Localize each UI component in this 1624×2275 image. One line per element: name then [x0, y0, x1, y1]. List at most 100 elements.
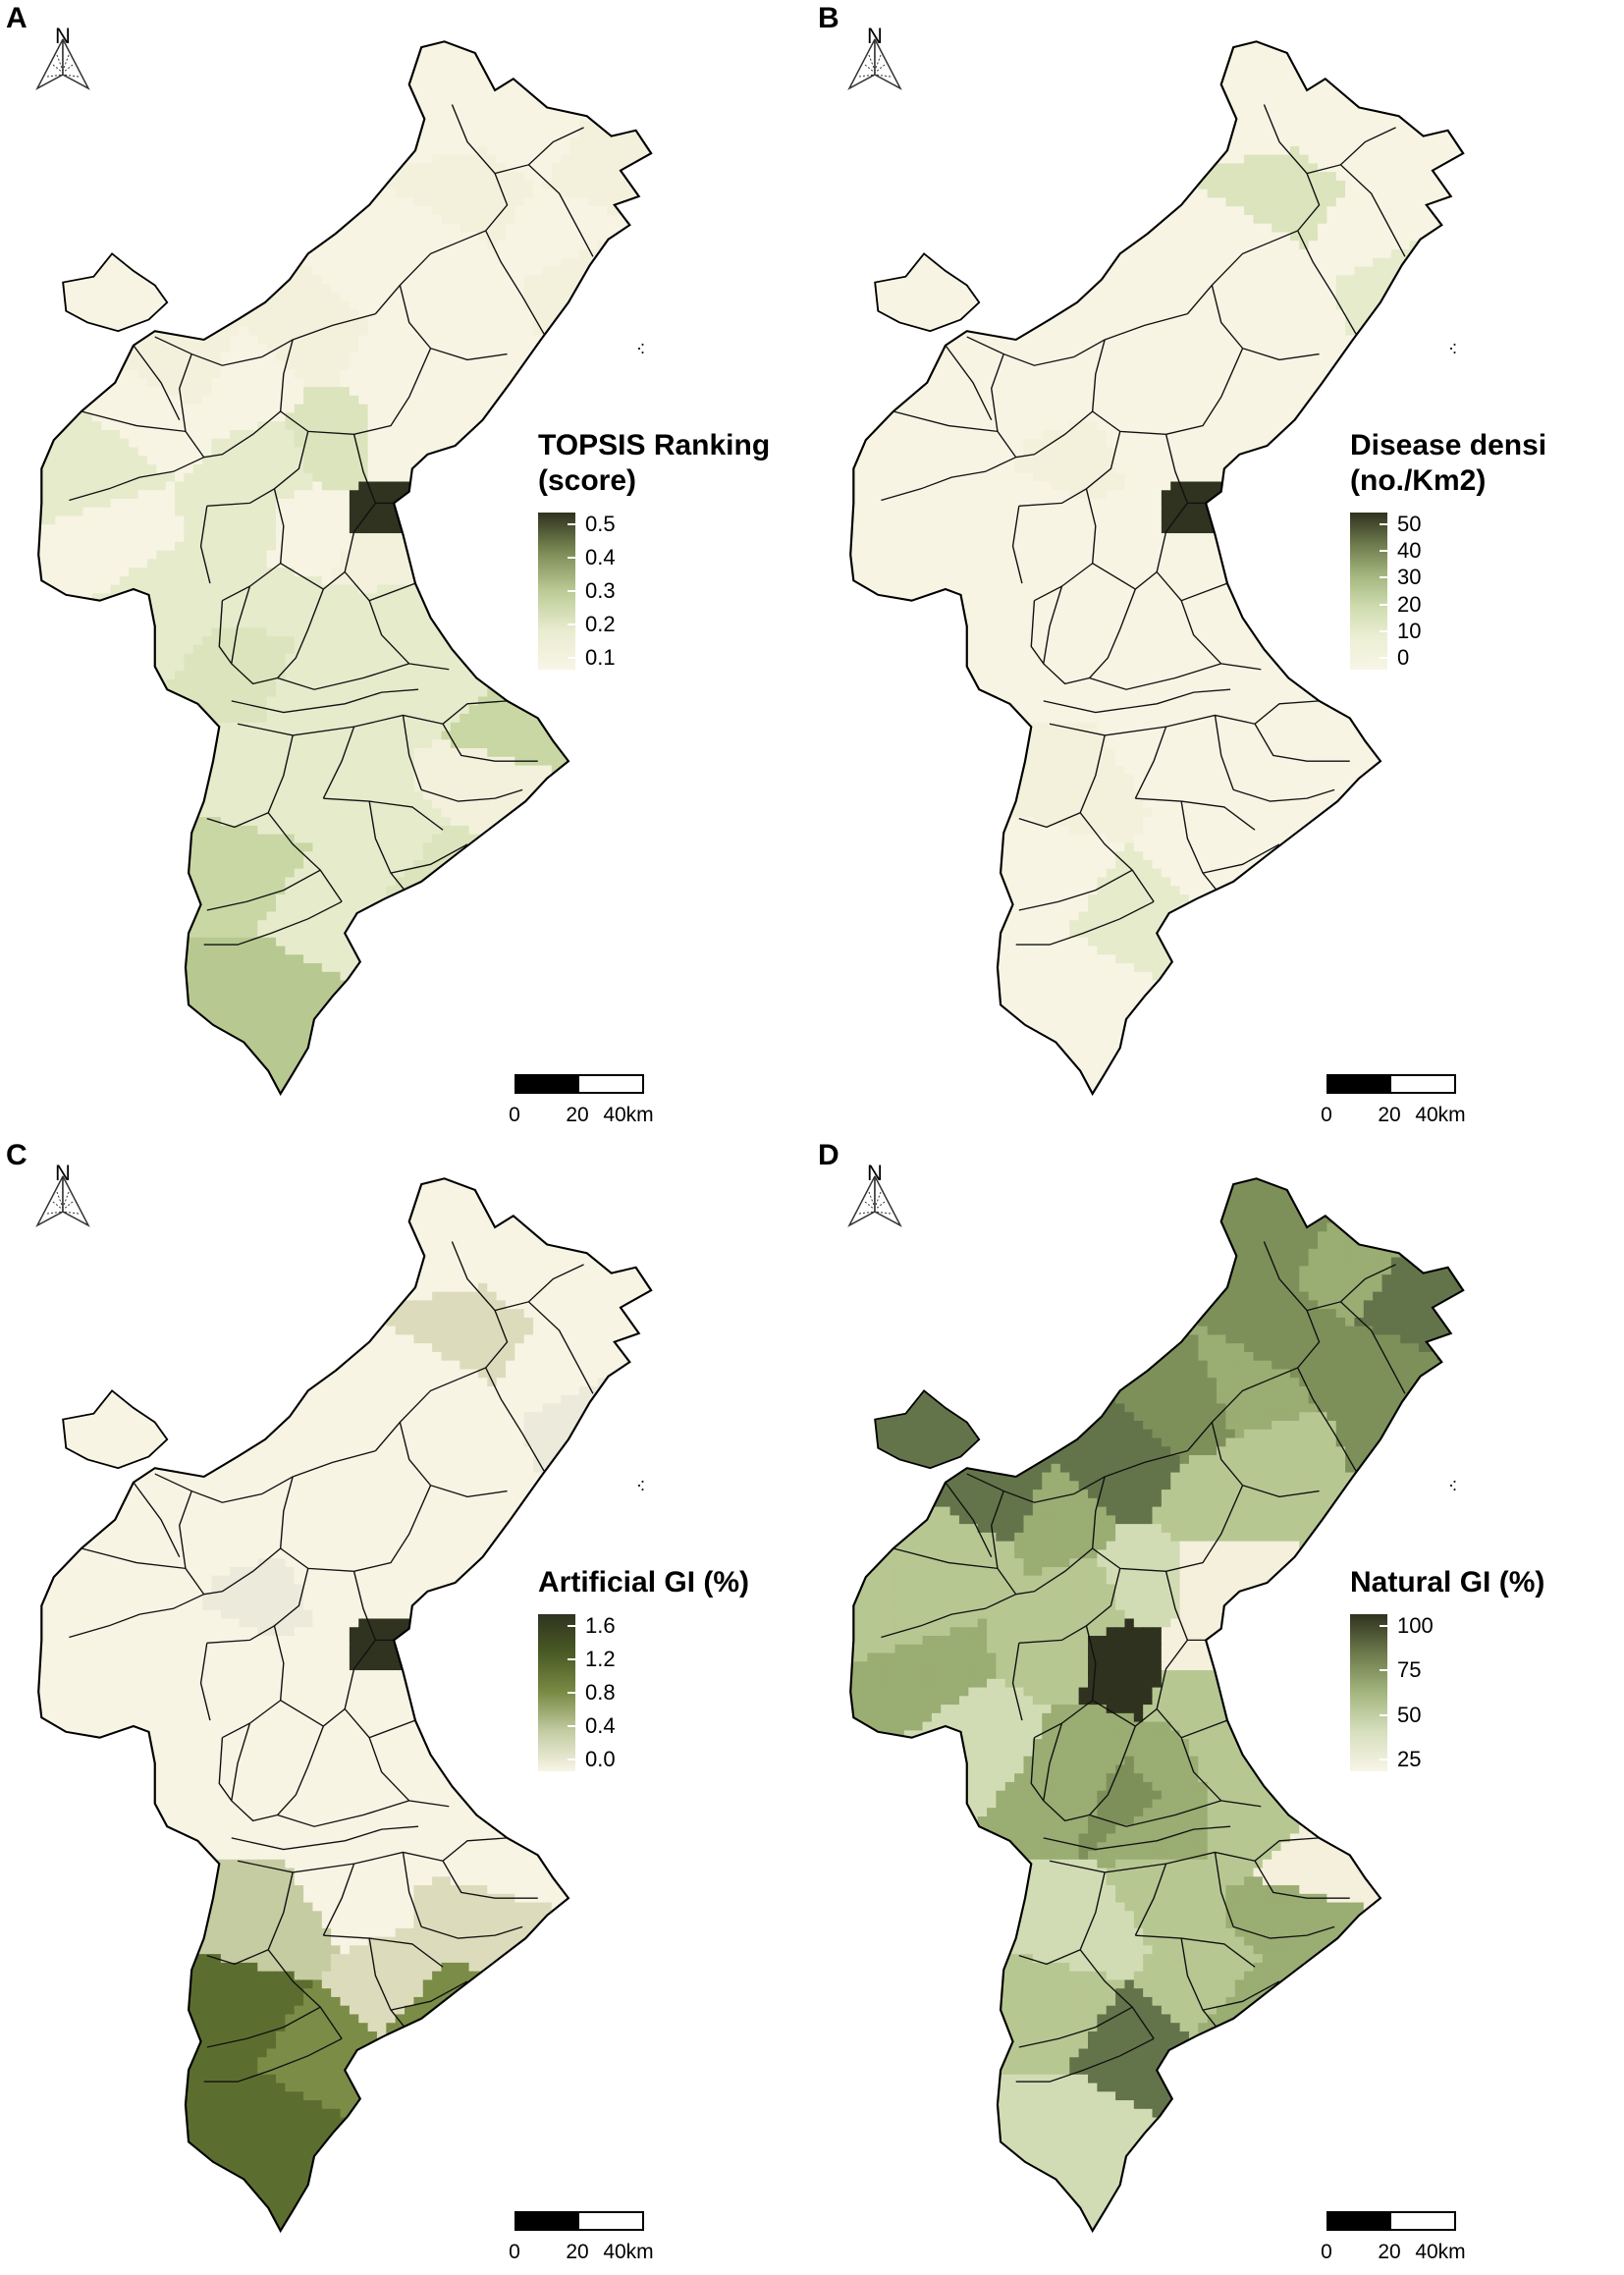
region-cell-20	[211, 568, 222, 577]
region-cell-1	[533, 85, 544, 96]
region-cell-13	[82, 421, 93, 431]
region-cell-13	[46, 490, 57, 500]
region-cell-14	[101, 137, 112, 147]
region-cell-27	[257, 627, 268, 638]
region-cell-19	[64, 515, 76, 526]
region-cell-13	[129, 447, 139, 458]
region-cell-14	[55, 180, 66, 190]
region-cell-7	[303, 154, 314, 165]
region-cell-0	[202, 60, 213, 70]
region-cell-8	[294, 292, 305, 302]
region-cell-3	[468, 223, 479, 234]
region-cell-13	[82, 438, 93, 449]
region-cell-0	[101, 51, 112, 62]
region-cell-11	[230, 412, 241, 423]
region-cell-23	[303, 593, 314, 604]
region-cell-16	[303, 412, 314, 423]
region-cell-0	[405, 26, 414, 35]
region-cell-8	[202, 214, 213, 225]
region-cell-21	[276, 499, 287, 509]
region-cell-0	[221, 26, 231, 35]
region-cell-1	[569, 77, 580, 87]
region-cell-12	[55, 369, 66, 380]
region-cell-16	[312, 387, 323, 397]
region-cell-23	[312, 602, 323, 612]
region-cell-29	[506, 627, 516, 638]
region-cell-7	[220, 163, 232, 174]
region-cell-9	[460, 300, 470, 311]
region-cell-0	[422, 85, 434, 96]
region-cell-14	[46, 206, 57, 216]
region-cell-9	[561, 412, 571, 423]
region-cell-31	[432, 490, 443, 500]
region-cell-31	[514, 499, 525, 509]
region-cell-6	[597, 300, 608, 311]
region-cell-7	[165, 137, 176, 147]
region-cell-25	[523, 593, 535, 604]
region-cell-4	[386, 206, 397, 216]
region-cell-11	[247, 404, 259, 414]
region-cell-8	[220, 257, 232, 268]
region-cell-22	[386, 559, 397, 569]
region-cell-13	[55, 387, 66, 397]
region-cell-21	[285, 524, 296, 534]
region-cell-1	[606, 51, 618, 62]
region-cell-8	[312, 369, 323, 380]
region-cell-14	[27, 163, 37, 173]
region-cell-14	[55, 318, 66, 328]
region-cell-19	[38, 541, 47, 552]
region-cell-8	[230, 214, 241, 225]
region-cell-6	[569, 309, 580, 319]
region-cell-3	[506, 172, 516, 182]
region-cell-21	[294, 515, 305, 526]
region-cell-17	[523, 438, 535, 449]
region-cell-15	[276, 447, 287, 458]
region-cell-0	[184, 51, 194, 62]
region-cell-2	[653, 60, 663, 70]
region-cell-19	[64, 602, 76, 612]
region-cell-14	[82, 137, 93, 147]
region-cell-8	[220, 223, 232, 234]
region-cell-10	[376, 378, 388, 389]
region-cell-19	[19, 542, 28, 552]
region-cell-6	[578, 318, 590, 328]
region-cell-0	[367, 69, 378, 79]
region-cell-20	[192, 575, 204, 586]
region-cell-6	[634, 326, 645, 337]
region-cell-14	[91, 85, 103, 96]
region-cell-19	[74, 584, 84, 595]
region-cell-6	[653, 318, 663, 328]
region-cell-9	[468, 344, 479, 353]
region-cell-13	[19, 447, 28, 457]
region-cell-14	[19, 241, 28, 250]
region-cell-7	[312, 172, 323, 182]
region-cell-19	[27, 524, 37, 534]
region-cell-6	[653, 344, 663, 353]
region-cell-3	[432, 197, 443, 208]
region-cell-1	[588, 26, 598, 35]
region-cell-17	[432, 412, 443, 423]
region-cell-23	[247, 602, 259, 612]
region-cell-14	[55, 197, 66, 208]
region-cell-0	[202, 42, 213, 53]
region-cell-14	[137, 163, 148, 174]
region-cell-25	[487, 568, 498, 577]
region-cell-25	[514, 593, 525, 604]
region-cell-6	[533, 275, 544, 285]
region-cell-31	[386, 524, 397, 534]
region-cell-9	[487, 300, 498, 311]
region-cell-3	[496, 197, 507, 208]
region-cell-25	[376, 593, 388, 604]
region-cell-14	[74, 145, 84, 156]
region-cell-14	[91, 214, 103, 225]
region-cell-6	[569, 378, 580, 389]
region-cell-15	[285, 447, 296, 458]
region-cell-24	[340, 584, 351, 595]
region-cell-31	[358, 490, 369, 500]
region-cell-0	[523, 42, 535, 53]
region-cell-2	[634, 145, 645, 156]
region-cell-0	[386, 129, 397, 138]
region-cell-24	[340, 593, 351, 604]
region-cell-2	[606, 172, 618, 182]
region-cell-12	[74, 387, 84, 397]
